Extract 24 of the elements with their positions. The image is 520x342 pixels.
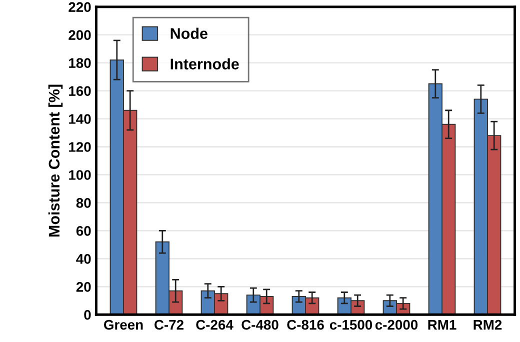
x-tick-label: Green xyxy=(104,320,143,330)
x-tick-label: c-2000 xyxy=(375,320,418,330)
x-tick-label: C-480 xyxy=(242,320,278,330)
y-tick-label: 60 xyxy=(76,226,91,236)
y-tick-label: 120 xyxy=(69,142,91,152)
legend-label: Internode xyxy=(170,58,239,70)
y-tick-label: 220 xyxy=(68,2,91,12)
x-tick-label: RM1 xyxy=(428,320,456,330)
y-tick-label: 100 xyxy=(69,170,91,180)
y-tick-label: 80 xyxy=(76,198,91,208)
y-tick-label: 140 xyxy=(69,114,91,124)
y-tick-label: 180 xyxy=(69,58,91,68)
y-tick-label: 200 xyxy=(68,30,91,40)
y-axis-title: Moisture Content [%] xyxy=(48,84,63,237)
y-tick-label: 0 xyxy=(84,310,91,320)
x-tick-label: C-72 xyxy=(154,320,184,330)
x-tick-label: c-1500 xyxy=(330,320,372,330)
x-tick-label: RM2 xyxy=(474,320,502,330)
legend-label: Node xyxy=(170,28,208,39)
y-tick-label: 160 xyxy=(69,86,91,96)
y-tick-label: 20 xyxy=(76,282,91,292)
y-tick-label: 40 xyxy=(76,254,91,264)
x-tick-label: C-816 xyxy=(287,320,324,330)
x-tick-label: C-264 xyxy=(196,320,234,330)
